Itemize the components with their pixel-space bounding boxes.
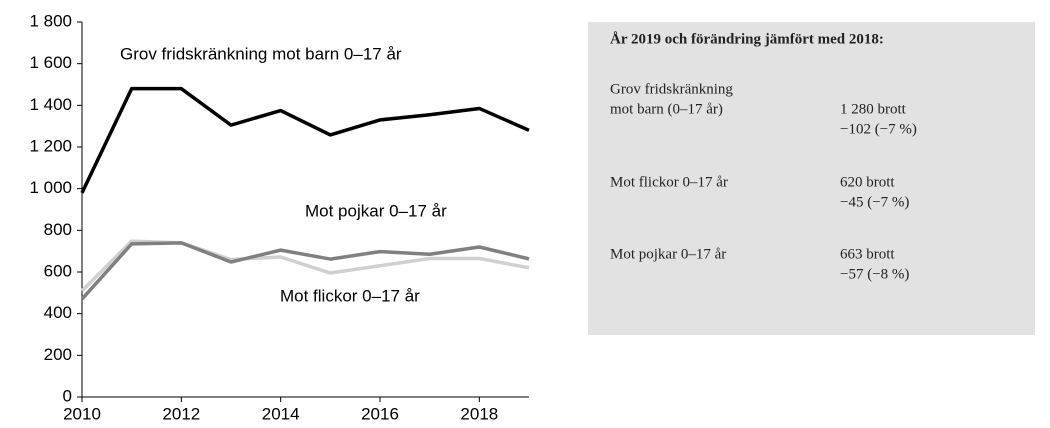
x-tick-label: 2012 [162, 404, 200, 423]
y-tick-label: 600 [44, 261, 72, 280]
y-tick-label: 400 [44, 303, 72, 322]
x-tick-label: 2014 [262, 404, 300, 423]
y-tick-label: 0 [63, 386, 72, 405]
series-label: Mot flickor 0–17 år [280, 286, 420, 305]
row-label: Mot pojkar 0–17 år [610, 246, 726, 262]
series-label: Mot pojkar 0–17 år [305, 201, 447, 220]
y-tick-label: 1 600 [29, 53, 72, 72]
y-tick-label: 800 [44, 220, 72, 239]
summary-title: År 2019 och förändring jämfört med 2018: [610, 31, 884, 47]
row-change: −57 (−8 %) [840, 266, 909, 282]
y-tick-label: 1 400 [29, 95, 72, 114]
x-tick-label: 2016 [361, 404, 399, 423]
y-tick-label: 1 800 [29, 11, 72, 30]
row-label: Mot flickor 0–17 år [610, 174, 728, 190]
row-label: mot barn (0–17 år) [610, 101, 723, 117]
series-line [80, 86, 530, 194]
row-value: 1 280 brott [840, 101, 907, 117]
summary-box [588, 22, 1035, 335]
y-tick-label: 200 [44, 345, 72, 364]
y-tick-label: 1 000 [29, 178, 72, 197]
row-change: −102 (−7 %) [840, 121, 917, 137]
row-change: −45 (−7 %) [840, 194, 909, 210]
row-label: Grov fridskränkning [610, 81, 733, 97]
row-value: 663 brott [840, 246, 895, 262]
y-tick-label: 1 200 [29, 136, 72, 155]
series-label: Grov fridskränkning mot barn 0–17 år [120, 44, 402, 63]
x-tick-label: 2018 [460, 404, 498, 423]
row-value: 620 brott [840, 174, 895, 190]
series-line [80, 241, 530, 301]
x-tick-label: 2010 [63, 404, 101, 423]
